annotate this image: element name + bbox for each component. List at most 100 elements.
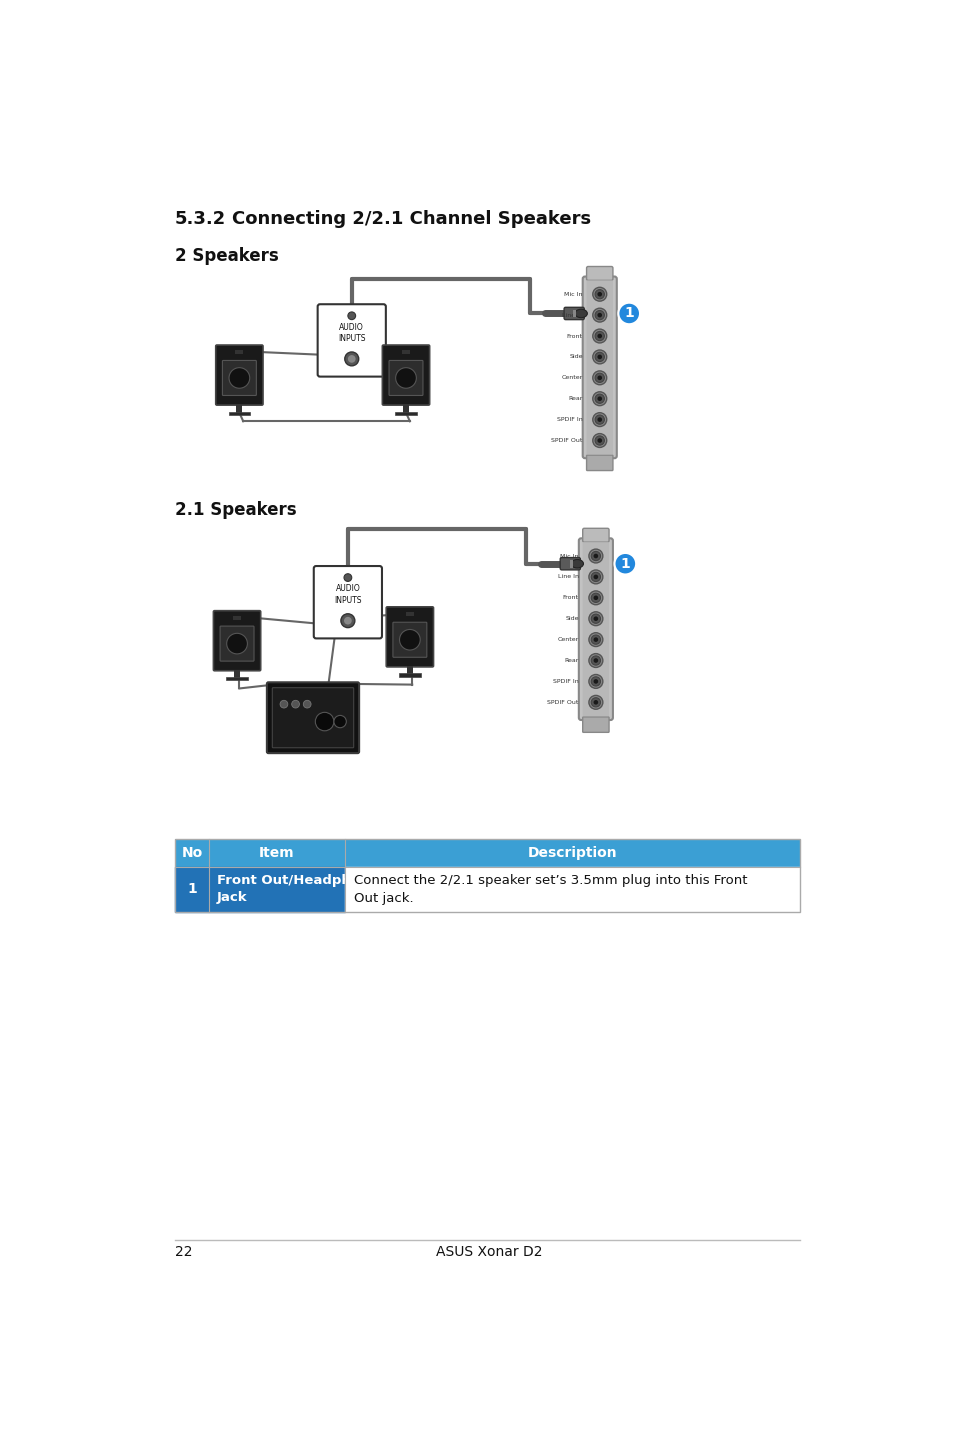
Circle shape [595, 374, 604, 383]
Circle shape [395, 368, 416, 388]
FancyBboxPatch shape [215, 345, 263, 406]
Circle shape [618, 302, 639, 324]
FancyBboxPatch shape [586, 280, 612, 454]
Text: Rear: Rear [568, 397, 582, 401]
Circle shape [592, 413, 606, 427]
Text: 1: 1 [623, 306, 634, 321]
FancyBboxPatch shape [382, 345, 429, 406]
Text: Front: Front [562, 595, 578, 600]
Circle shape [592, 329, 606, 342]
Bar [235, 349, 243, 354]
FancyBboxPatch shape [389, 361, 422, 395]
Circle shape [340, 614, 355, 627]
Circle shape [614, 554, 636, 575]
Bar [406, 666, 413, 674]
FancyBboxPatch shape [586, 456, 612, 470]
Bar [402, 349, 410, 354]
Bar [395, 411, 416, 414]
Bar [233, 615, 241, 620]
Circle shape [593, 659, 598, 663]
FancyBboxPatch shape [563, 308, 583, 319]
Text: ASUS Xonar D2: ASUS Xonar D2 [436, 1245, 541, 1260]
Bar [174, 840, 799, 912]
FancyBboxPatch shape [582, 542, 608, 716]
FancyBboxPatch shape [267, 682, 358, 754]
Text: AUDIO
INPUTS: AUDIO INPUTS [337, 322, 365, 342]
Text: No: No [181, 846, 202, 860]
Circle shape [591, 636, 599, 644]
Text: 1: 1 [619, 557, 630, 571]
Text: Side: Side [565, 617, 578, 621]
Text: Connecting 2/2.1 Channel Speakers: Connecting 2/2.1 Channel Speakers [232, 210, 590, 227]
FancyBboxPatch shape [582, 276, 617, 459]
FancyBboxPatch shape [220, 626, 253, 661]
Circle shape [597, 439, 601, 443]
Circle shape [595, 311, 604, 319]
Text: SPDIF Out: SPDIF Out [547, 700, 578, 705]
Circle shape [595, 331, 604, 341]
Circle shape [344, 574, 352, 581]
Bar [174, 867, 344, 912]
Text: Rear: Rear [564, 659, 578, 663]
Text: 1: 1 [187, 883, 196, 896]
Text: Center: Center [557, 637, 578, 643]
Bar [233, 670, 240, 679]
Circle shape [597, 292, 601, 296]
Circle shape [591, 572, 599, 581]
Circle shape [595, 394, 604, 403]
Text: 2 Speakers: 2 Speakers [174, 247, 278, 265]
Circle shape [593, 595, 598, 600]
Circle shape [597, 355, 601, 360]
Circle shape [593, 637, 598, 641]
FancyBboxPatch shape [222, 361, 256, 395]
Text: Mic In: Mic In [563, 292, 582, 296]
Circle shape [315, 712, 334, 731]
Text: SPDIF In: SPDIF In [557, 417, 582, 423]
Text: Line In: Line In [558, 574, 578, 580]
Text: Mic In: Mic In [559, 554, 578, 558]
Circle shape [588, 569, 602, 584]
Circle shape [334, 716, 346, 728]
Circle shape [592, 288, 606, 301]
Circle shape [593, 700, 598, 705]
Text: SPDIF In: SPDIF In [553, 679, 578, 684]
Circle shape [591, 551, 599, 561]
Circle shape [588, 674, 602, 689]
Circle shape [593, 575, 598, 580]
Circle shape [593, 554, 598, 558]
Circle shape [597, 334, 601, 338]
Text: Front: Front [566, 334, 582, 338]
Circle shape [292, 700, 299, 707]
Circle shape [229, 368, 250, 388]
FancyBboxPatch shape [314, 567, 381, 638]
FancyBboxPatch shape [578, 538, 612, 720]
Text: 5.3.2: 5.3.2 [174, 210, 226, 227]
Text: Item: Item [259, 846, 294, 860]
FancyBboxPatch shape [213, 611, 260, 670]
Text: Description: Description [527, 846, 617, 860]
Text: Center: Center [561, 375, 582, 380]
Bar [402, 404, 409, 413]
Circle shape [592, 308, 606, 322]
FancyBboxPatch shape [317, 305, 385, 377]
Circle shape [592, 391, 606, 406]
Circle shape [592, 371, 606, 385]
Bar [398, 673, 420, 676]
Circle shape [591, 677, 599, 686]
Circle shape [597, 375, 601, 380]
Circle shape [593, 679, 598, 683]
Text: Connect the 2/2.1 speaker set’s 3.5mm plug into this Front
Out jack.: Connect the 2/2.1 speaker set’s 3.5mm pl… [354, 874, 747, 905]
Circle shape [595, 352, 604, 361]
Ellipse shape [571, 559, 583, 568]
Circle shape [592, 349, 606, 364]
Circle shape [227, 633, 247, 654]
FancyBboxPatch shape [582, 718, 608, 732]
Circle shape [588, 633, 602, 647]
FancyBboxPatch shape [582, 528, 608, 542]
Bar [236, 404, 242, 413]
Circle shape [592, 434, 606, 447]
Bar [229, 411, 250, 414]
Bar [573, 309, 576, 318]
Circle shape [303, 700, 311, 707]
Bar [174, 840, 799, 867]
